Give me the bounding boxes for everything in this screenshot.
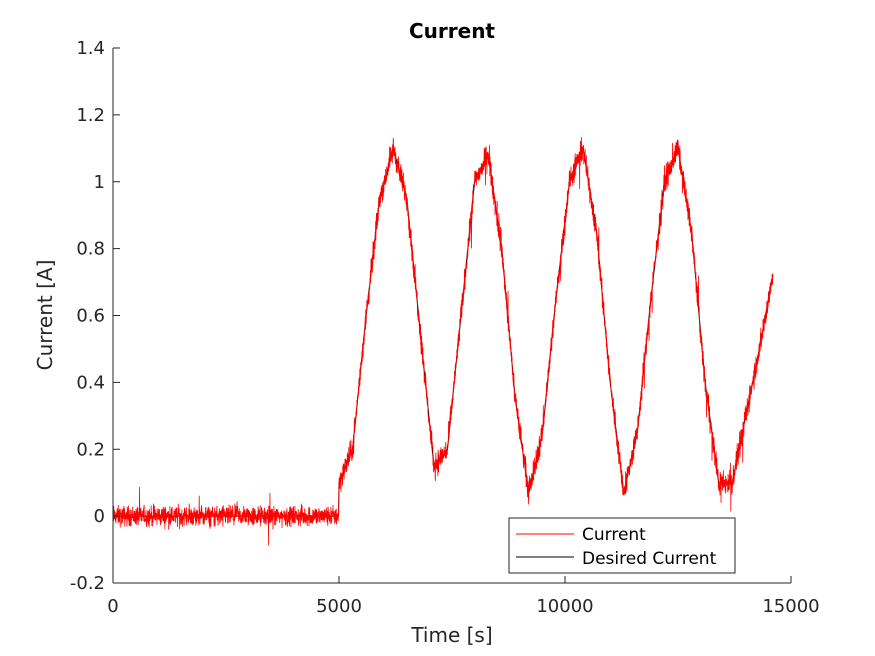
y-tick-label: 1.2 bbox=[76, 105, 105, 126]
y-tick-label: 0.8 bbox=[76, 239, 105, 260]
y-tick-label: 0.2 bbox=[76, 439, 105, 460]
ticks-layer: 0 5000 10000 15000-0.200.20.40.60.811.21.4 bbox=[70, 38, 820, 617]
legend: Current Desired Current bbox=[508, 517, 736, 574]
y-tick-label: -0.2 bbox=[70, 573, 105, 594]
y-tick-label: 1 bbox=[94, 172, 105, 193]
legend-label-desired-current: Desired Current bbox=[582, 549, 717, 569]
y-tick-label: 0.6 bbox=[76, 306, 105, 327]
x-tick-label: 15000 bbox=[762, 596, 819, 617]
x-axis-label: Time [s] bbox=[410, 623, 492, 647]
x-tick-label: 0 bbox=[107, 596, 118, 617]
chart-title: Current bbox=[409, 19, 495, 43]
legend-label-current: Current bbox=[582, 525, 646, 545]
x-tick-label: 10000 bbox=[536, 596, 593, 617]
series-current-line bbox=[112, 137, 774, 546]
y-axis-label: Current [A] bbox=[33, 260, 57, 371]
plot-area bbox=[113, 48, 791, 583]
legend-box bbox=[508, 517, 736, 574]
y-tick-label: 0 bbox=[94, 506, 105, 527]
y-tick-label: 0.4 bbox=[76, 372, 105, 393]
series-layer bbox=[112, 137, 774, 546]
x-tick-label: 5000 bbox=[316, 596, 362, 617]
y-tick-label: 1.4 bbox=[76, 38, 105, 59]
